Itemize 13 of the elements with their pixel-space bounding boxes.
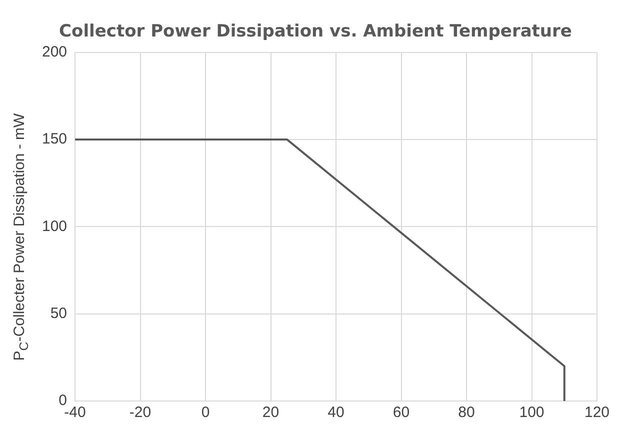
x-tick-label: 100 [519, 404, 544, 422]
x-tick-label: 120 [584, 404, 610, 422]
x-tick-label: -20 [129, 404, 152, 422]
x-tick-label: 20 [262, 404, 280, 422]
y-tick-label: 100 [42, 218, 68, 235]
y-tick-label: 50 [50, 304, 68, 322]
x-tick-label: 0 [201, 404, 210, 422]
y-tick-label: 150 [42, 130, 68, 148]
y-tick-label: 200 [42, 44, 68, 61]
chart-title: Collector Power Dissipation vs. Ambient Temperature [59, 22, 572, 42]
x-tick-label: 60 [392, 404, 410, 422]
x-tick-label: 80 [458, 404, 475, 422]
x-tick-label: 40 [328, 404, 344, 422]
